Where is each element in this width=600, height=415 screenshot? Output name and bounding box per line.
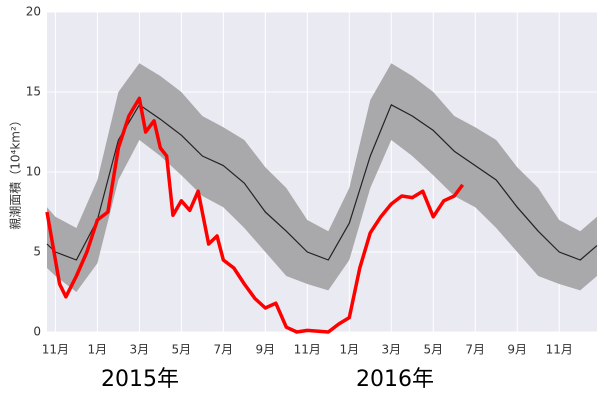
x-tick-label: 3月	[381, 343, 401, 357]
y-tick-label: 15	[26, 85, 41, 99]
x-tick-label: 9月	[256, 343, 276, 357]
range-band	[47, 63, 597, 293]
year-annotation: 2016年	[356, 367, 434, 392]
x-tick-label: 11月	[42, 343, 69, 357]
y-tick-label: 5	[33, 245, 41, 259]
x-tick-label: 11月	[294, 343, 321, 357]
y-tick-label: 0	[33, 325, 41, 339]
y-tick-label: 10	[26, 165, 41, 179]
x-tick-label: 9月	[507, 343, 527, 357]
x-tick-label: 7月	[465, 343, 485, 357]
year-annotation: 2015年	[101, 367, 179, 392]
x-tick-label: 11月	[546, 343, 573, 357]
x-tick-label: 5月	[172, 343, 192, 357]
x-tick-label: 1月	[88, 343, 108, 357]
x-tick-label: 5月	[423, 343, 443, 357]
series-line	[46, 104, 598, 261]
series-line	[45, 96, 465, 334]
y-tick-label: 20	[26, 5, 41, 19]
x-tick-label: 7月	[214, 343, 234, 357]
x-tick-label: 3月	[130, 343, 150, 357]
x-tick-label: 1月	[339, 343, 359, 357]
y-axis-label: 親潮面積（10⁴km²）	[8, 114, 23, 230]
